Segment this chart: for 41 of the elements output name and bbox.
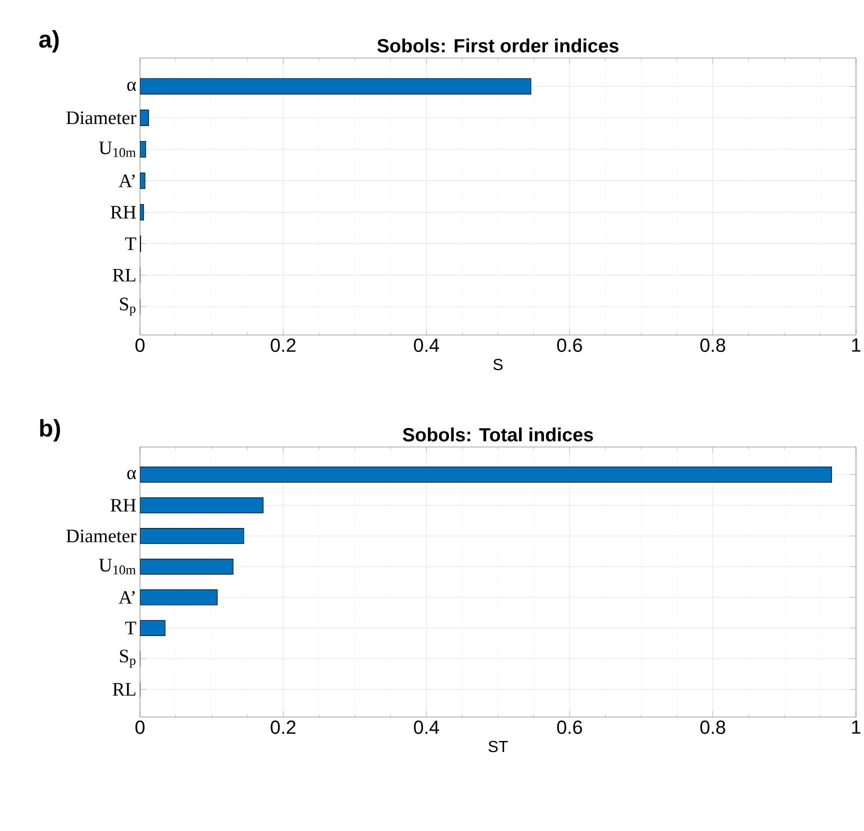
y-tick-label: RH <box>110 499 136 512</box>
x-tick-label: 0.4 <box>414 338 440 352</box>
x-tick-label: 1 <box>852 338 860 352</box>
y-tick-label: T <box>125 238 136 250</box>
x-tick-label: 0.2 <box>270 720 296 734</box>
y-tick-label: Diameter <box>66 530 136 542</box>
text: a) <box>39 30 59 52</box>
x-tick-label: 0.8 <box>700 338 726 352</box>
x-axis-title: S <box>493 358 503 370</box>
x-tick-label: 0.6 <box>557 720 582 734</box>
y-tick-label: RH <box>110 206 136 218</box>
bar <box>140 466 832 483</box>
y-tick-label: RL <box>112 268 136 282</box>
x-tick-label: 0 <box>135 338 145 352</box>
text: b) <box>40 419 60 442</box>
bar <box>140 78 532 94</box>
chart-title: Sobols: Total indices <box>402 428 593 442</box>
y-tick-label: S$_{p}$ <box>120 650 136 668</box>
y-tick-label: U$_{10m}$ <box>98 558 136 574</box>
x-tick-label: 0.8 <box>700 720 726 734</box>
y-tick-label: α <box>127 82 136 91</box>
x-tick-label: 1 <box>852 720 860 734</box>
x-tick-label: 0.4 <box>414 720 440 734</box>
y-tick-label: Diameter <box>66 111 136 124</box>
x-tick-label: 0.6 <box>557 338 582 352</box>
x-axis-title: ST <box>488 740 508 752</box>
bar <box>140 589 218 606</box>
y-tick-label: RL <box>112 683 136 696</box>
bar <box>140 528 244 544</box>
y-tick-label: U$_{10m}$ <box>98 142 136 158</box>
x-tick-label: 0 <box>135 720 145 734</box>
y-tick-label: α <box>127 470 136 480</box>
y-tick-label: T <box>125 622 136 634</box>
bar <box>140 497 264 514</box>
y-tick-label: A’ <box>118 591 135 604</box>
bar <box>140 620 166 636</box>
x-tick-label: 0.2 <box>270 338 296 352</box>
y-tick-label: A’ <box>118 174 135 188</box>
bar <box>140 558 234 575</box>
chart-title: Sobols: First order indices <box>377 38 618 52</box>
y-tick-label: S$_{p}$ <box>120 298 136 316</box>
